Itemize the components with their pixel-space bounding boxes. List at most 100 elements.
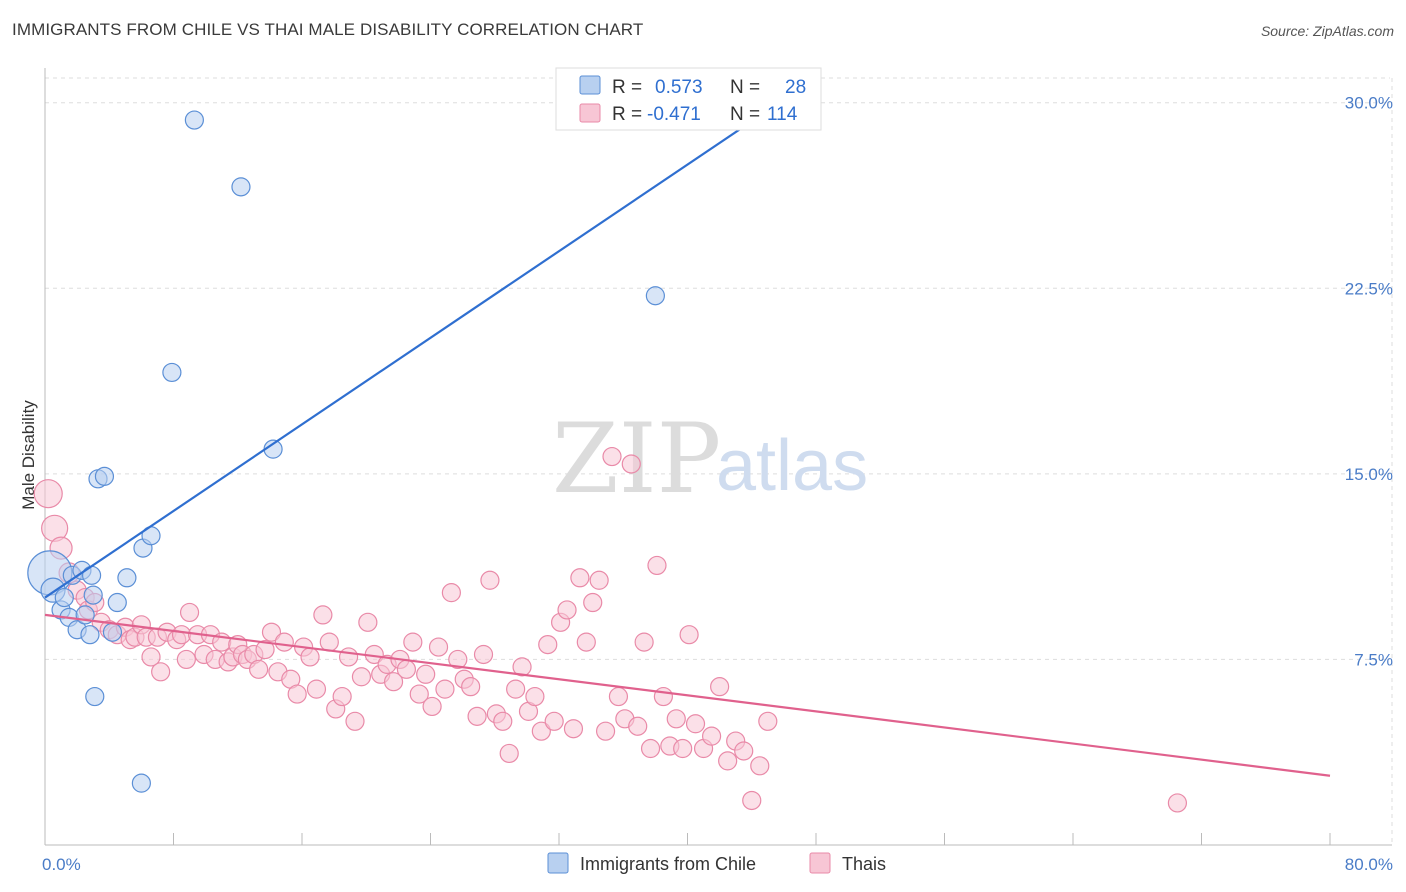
thais-point-110 <box>742 790 762 811</box>
x-tick-labels: 0.0% 80.0% <box>42 855 1393 874</box>
chart-title: IMMIGRANTS FROM CHILE VS THAI MALE DISAB… <box>12 20 644 39</box>
thais-point-103 <box>685 714 706 734</box>
y-tick-label-3: 30.0% <box>1345 94 1393 113</box>
legend-r-value-2: -0.471 <box>647 104 701 125</box>
y-tick-label-1: 15.0% <box>1345 465 1393 484</box>
thais-point-111 <box>750 756 770 776</box>
thais-point-63 <box>428 637 449 657</box>
chile-trend-line <box>44 77 817 599</box>
thais-point-21 <box>171 625 192 645</box>
thais-point-80 <box>538 634 558 655</box>
thais-point-109 <box>734 741 754 761</box>
thais-point-18 <box>151 662 171 682</box>
legend-n-value-2: 114 <box>767 104 798 125</box>
thais-point-62 <box>422 696 442 717</box>
thais-point-87 <box>583 592 603 613</box>
thais-point-69 <box>467 706 487 726</box>
legend-swatch-thais <box>579 103 601 123</box>
watermark: ZIP atlas <box>552 403 868 515</box>
thais-point-79 <box>531 721 551 741</box>
thais-point-86 <box>576 632 596 652</box>
y-tick-labels: 7.5% 15.0% 22.5% 30.0% <box>1345 94 1393 670</box>
chile-point-3 <box>54 587 74 608</box>
thais-point-93 <box>621 454 641 474</box>
x-tick-label-1: 80.0% <box>1345 855 1393 874</box>
thais-point-59 <box>403 632 423 652</box>
thais-point-74 <box>499 743 519 764</box>
chile-point-22 <box>184 110 204 130</box>
thais-point-37 <box>261 622 282 642</box>
thais-point-52 <box>358 612 378 632</box>
thais-point-75 <box>506 679 526 699</box>
thais-point-48 <box>332 686 352 707</box>
thais-point-71 <box>480 570 500 590</box>
thais-point-105 <box>701 726 722 746</box>
thais-point-91 <box>608 686 629 707</box>
chile-point-12 <box>85 686 105 707</box>
thais-point-68 <box>461 677 481 697</box>
y-tick-label-2: 22.5% <box>1345 279 1393 298</box>
bottom-legend: Immigrants from Chile Thais <box>547 852 886 874</box>
thais-point-97 <box>647 555 667 576</box>
thais-point-81 <box>544 711 564 731</box>
legend-n-value-1: 28 <box>785 77 806 98</box>
chile-point-21 <box>162 362 182 383</box>
thais-point-22 <box>176 649 196 670</box>
chile-point-17 <box>117 568 137 588</box>
thais-point-60 <box>409 684 429 704</box>
bottom-legend-swatch-chile <box>547 852 569 874</box>
thais-point-41 <box>287 684 307 704</box>
thais-point-100 <box>666 709 686 729</box>
axes <box>44 68 1392 846</box>
thais-point-45 <box>313 605 333 625</box>
legend-r-value-1: 0.573 <box>655 77 703 98</box>
thais-point-46 <box>319 632 339 652</box>
thais-point-39 <box>274 632 294 652</box>
thais-point-65 <box>441 583 461 603</box>
thais-point-73 <box>493 711 513 731</box>
thais-point-113 <box>1167 793 1188 813</box>
thais-point-84 <box>563 719 584 739</box>
chile-point-14 <box>94 466 115 486</box>
thais-point-98 <box>653 686 674 707</box>
legend-n-label-1: N = <box>730 77 760 98</box>
thais-point-83 <box>557 600 577 620</box>
bottom-legend-label-thais: Thais <box>842 854 886 874</box>
legend-n-label-2: N = <box>730 104 760 125</box>
trend-lines <box>44 77 1331 777</box>
thais-point-106 <box>710 677 730 697</box>
legend-swatch-chile <box>579 75 601 95</box>
thais-point-35 <box>249 659 269 679</box>
thais-point-61 <box>416 664 436 684</box>
thais-point-94 <box>628 716 648 736</box>
thais-trend-line <box>44 613 1331 777</box>
thais-point-50 <box>345 711 365 731</box>
chile-point-15 <box>102 622 123 642</box>
thais-point-95 <box>634 632 654 652</box>
thais-point-49 <box>338 647 359 667</box>
chile-point-20 <box>131 773 151 793</box>
legend-r-label-2: R = <box>612 104 642 125</box>
thais-point-44 <box>306 679 327 699</box>
thais-point-16 <box>141 647 161 667</box>
thais-point-88 <box>589 570 609 590</box>
chile-point-25 <box>645 286 665 306</box>
y-tick-label-0: 7.5% <box>1354 650 1393 669</box>
thais-point-78 <box>525 686 545 707</box>
thais-point-66 <box>448 649 468 670</box>
thais-point-102 <box>679 625 699 645</box>
thais-point-0 <box>33 479 63 509</box>
chile-point-10 <box>81 565 102 585</box>
x-tick-label-0: 0.0% <box>42 855 81 874</box>
chile-point-9 <box>80 625 100 645</box>
thais-point-85 <box>570 568 590 588</box>
bottom-legend-swatch-thais <box>809 852 831 874</box>
thais-point-76 <box>512 657 532 677</box>
thais-point-56 <box>383 672 404 692</box>
thais-point-58 <box>396 659 417 679</box>
thais-point-107 <box>718 751 738 771</box>
thais-point-90 <box>602 446 622 467</box>
thais-point-43 <box>300 647 320 667</box>
thais-point-96 <box>640 738 661 759</box>
legend: R = 0.573 N = 28 R = -0.471 N = 114 <box>555 67 822 131</box>
